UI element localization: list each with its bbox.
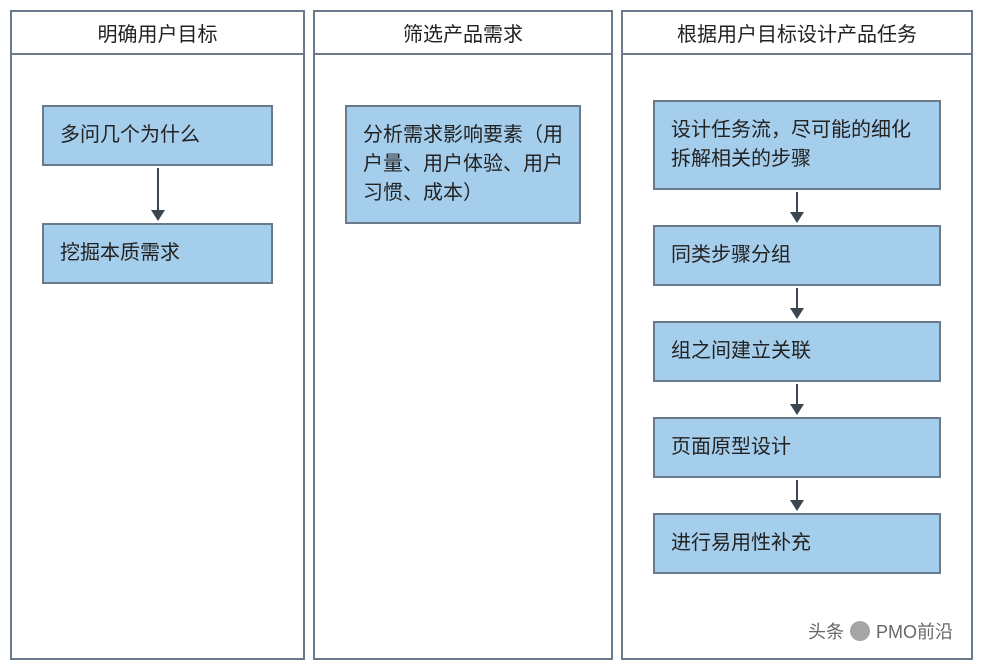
column-header: 根据用户目标设计产品任务: [623, 12, 971, 55]
column-clarify-goals: 明确用户目标 多问几个为什么 挖掘本质需求: [10, 10, 305, 660]
column-header: 明确用户目标: [12, 12, 303, 55]
node-prototype-design: 页面原型设计: [653, 417, 941, 478]
wechat-icon: [850, 621, 870, 641]
arrow-head: [151, 210, 165, 221]
arrow-down-icon: [653, 192, 941, 223]
column-body: 分析需求影响要素（用户量、用户体验、用户习惯、成本）: [315, 55, 611, 658]
arrow-down-icon: [653, 288, 941, 319]
column-design-tasks: 根据用户目标设计产品任务 设计任务流，尽可能的细化拆解相关的步骤 同类步骤分组 …: [621, 10, 973, 660]
arrow-head: [790, 212, 804, 223]
arrow-down-icon: [653, 384, 941, 415]
flow: 分析需求影响要素（用户量、用户体验、用户习惯、成本）: [345, 105, 581, 224]
node-group-steps: 同类步骤分组: [653, 225, 941, 286]
column-header: 筛选产品需求: [315, 12, 611, 55]
arrow-shaft: [796, 384, 798, 404]
arrow-shaft: [796, 192, 798, 212]
node-design-task-flow: 设计任务流，尽可能的细化拆解相关的步骤: [653, 100, 941, 190]
flow: 设计任务流，尽可能的细化拆解相关的步骤 同类步骤分组 组之间建立关联 页面原型设…: [653, 100, 941, 574]
node-ask-why: 多问几个为什么: [42, 105, 273, 166]
arrow-head: [790, 308, 804, 319]
flow: 多问几个为什么 挖掘本质需求: [42, 105, 273, 284]
node-usability-supplement: 进行易用性补充: [653, 513, 941, 574]
arrow-shaft: [796, 288, 798, 308]
node-establish-relations: 组之间建立关联: [653, 321, 941, 382]
column-body: 多问几个为什么 挖掘本质需求: [12, 55, 303, 658]
watermark-prefix: 头条: [808, 618, 844, 644]
arrow-head: [790, 500, 804, 511]
arrow-down-icon: [653, 480, 941, 511]
arrow-shaft: [157, 168, 159, 210]
process-diagram: 明确用户目标 多问几个为什么 挖掘本质需求 筛选产品需求 分析需求影响要素（用户…: [10, 10, 975, 660]
column-filter-requirements: 筛选产品需求 分析需求影响要素（用户量、用户体验、用户习惯、成本）: [313, 10, 613, 660]
watermark-text: PMO前沿: [876, 618, 953, 644]
arrow-shaft: [796, 480, 798, 500]
arrow-down-icon: [42, 168, 273, 221]
watermark: 头条 PMO前沿: [808, 618, 953, 644]
arrow-head: [790, 404, 804, 415]
column-body: 设计任务流，尽可能的细化拆解相关的步骤 同类步骤分组 组之间建立关联 页面原型设…: [623, 55, 971, 658]
node-analyze-factors: 分析需求影响要素（用户量、用户体验、用户习惯、成本）: [345, 105, 581, 224]
node-essential-need: 挖掘本质需求: [42, 223, 273, 284]
